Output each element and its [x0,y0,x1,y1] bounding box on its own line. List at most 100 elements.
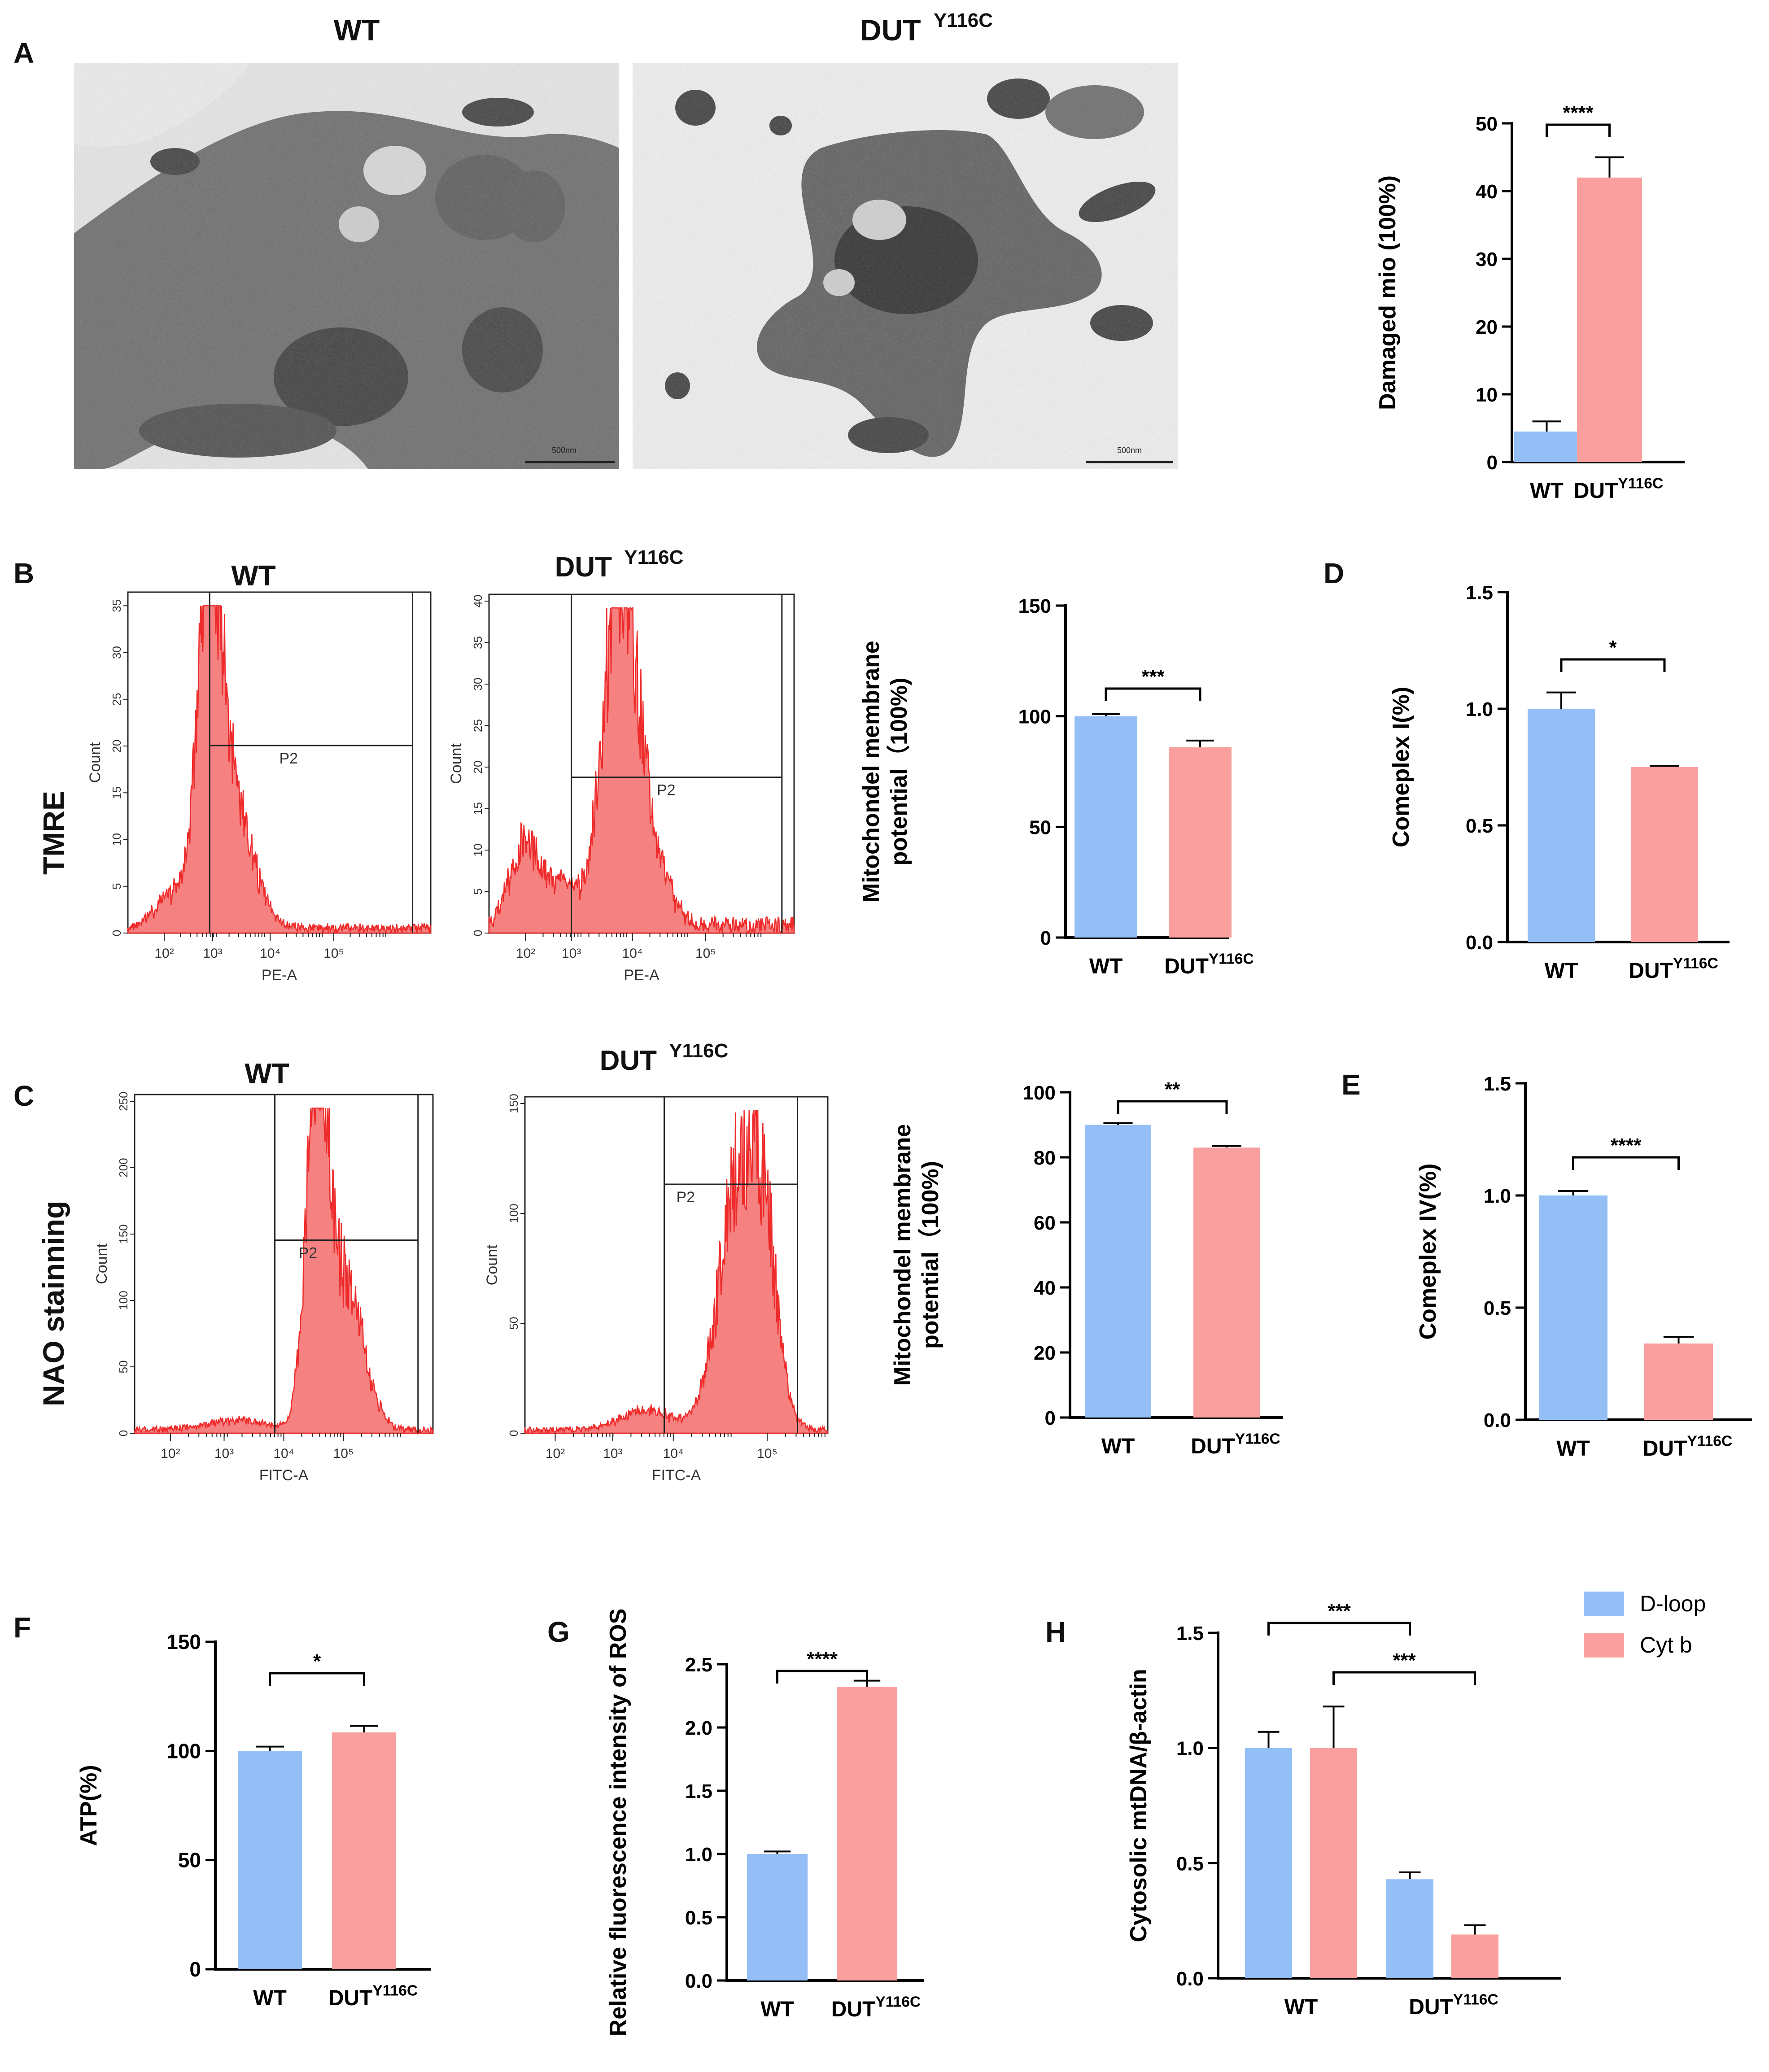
y-tick-label: 5 [471,888,485,894]
y-axis-label: Damaged mio (100%) [1375,175,1401,410]
category-label-mut-base: DUT [1629,959,1673,983]
category-label-wt: WT [760,1998,794,2021]
x-tick-label: 10² [161,1446,180,1461]
y-tick-label: 15 [471,802,485,815]
significance-stars: * [313,1650,321,1672]
legend-label-cytb: Cyt b [1640,1632,1692,1658]
y-tick-label: 40 [471,595,485,608]
y-tick-label: 0 [1045,1407,1056,1429]
y-axis-label: ATP(%) [76,1765,102,1846]
y-tick-label: 0 [1487,452,1498,474]
y-tick-label: 30 [1476,249,1498,270]
histogram-area [488,607,795,934]
y-tick-label: 20 [1034,1342,1056,1364]
y-tick-label: 50 [507,1317,520,1330]
significance-stars: **** [1563,102,1594,124]
bar-wt [1539,1195,1607,1420]
panel-label-h: H [1045,1616,1066,1648]
y-tick-label: 2.0 [685,1717,712,1739]
category-label-wt: WT [1530,479,1564,503]
panel-label-e: E [1341,1069,1361,1101]
category-label-mut-sup: Y116C [1673,955,1718,972]
panel-label-c: C [13,1080,34,1112]
bar-wt [1085,1125,1151,1418]
x-tick-label: 10³ [203,946,222,961]
significance-stars: ** [1165,1078,1180,1100]
legend-swatch-dloop [1584,1592,1624,1616]
flow-title-tmre-mut: DUT Y116C [555,546,684,583]
significance-bracket [1105,687,1201,701]
significance-stars: *** [1328,1600,1351,1622]
category-label-mut: DUTY116C [328,1982,418,2010]
y-tick-label: 10 [471,844,485,857]
y-tick-label: 10 [110,833,123,846]
flow-histogram-tmre-mut: DUT Y116C P2 0 5 10 15 20 25 30 35 40 10² 10³ 10⁴ 10⁵… [448,546,795,984]
y-tick-label: 1.5 [685,1780,712,1802]
y-axis-label: Count [448,743,465,784]
y-axis-label: potential（100%) [917,1161,943,1349]
y-tick-label: 50 [1029,816,1051,838]
y-tick-label: 5 [110,883,123,890]
x-tick-label: 10³ [214,1446,234,1461]
y-tick-label: 100 [166,1739,201,1762]
y-tick-label: 100 [507,1204,520,1223]
y-axis-label: Relative fluorescence intensity of ROS [605,1609,631,2037]
category-label-mut-sup: Y116C [372,1982,418,1999]
significance-bracket [1117,1100,1228,1114]
x-tick-label: 10² [516,946,535,961]
significance-bracket [269,1672,365,1686]
category-label-wt: WT [253,1986,287,2010]
category-label-mut-base: DUT [831,1998,876,2021]
x-tick-label: 10² [546,1446,565,1461]
category-label-mut-base: DUT [1191,1435,1235,1458]
y-tick-label: 0.0 [1484,1409,1511,1431]
category-label-mut: DUTY116C [1574,475,1663,503]
panel-label-g: G [547,1616,570,1648]
bar-mut [1577,177,1642,462]
y-tick-label: 150 [166,1630,201,1653]
bar-wt [238,1751,302,1969]
y-tick-label: 40 [1476,181,1498,203]
x-tick-label: 10² [154,946,174,961]
panel-label-d: D [1323,557,1344,589]
x-axis-label: PE-A [624,967,660,984]
plot-frame [134,1094,434,1434]
y-tick-label: 25 [471,719,485,732]
bar-chart-cytosolic-mtdna: 0.0 0.5 1.0 1.5 WT DUTY116C *** *** Cytosolic mt… [1126,1591,1706,2019]
y-tick-label: 0 [189,1958,201,1981]
y-tick-label: 40 [1034,1277,1056,1299]
x-tick-label: 10⁵ [757,1446,777,1461]
category-label-mut: DUTY116C [1164,951,1254,978]
y-tick-label: 25 [110,693,123,706]
significance-bracket [1560,658,1666,672]
bar-cytb-mut [1451,1934,1498,1978]
y-axis-label: Mitochondel membrane [858,641,884,903]
x-axis-label: FITC-A [259,1467,309,1484]
category-label-mut: DUTY116C [1191,1431,1280,1458]
panel-label-b: B [13,557,34,589]
y-axis-label: Comeplex I(%) [1388,687,1414,847]
bar-cytb-wt [1310,1748,1357,1978]
y-tick-label: 0 [117,1430,130,1436]
row-label-tmre: TMRE [37,791,70,875]
legend-label-dloop: D-loop [1640,1591,1706,1616]
category-label-wt: WT [1284,1995,1318,2019]
y-tick-label: 20 [471,761,485,774]
x-tick-label: 10⁵ [323,946,344,961]
significance-stars: * [1609,637,1617,659]
y-tick-label: 150 [507,1094,520,1113]
y-tick-label: 0 [110,930,123,936]
y-tick-label: 0 [471,930,485,936]
x-tick-label: 10⁴ [273,1446,294,1461]
y-axis-label: Count [93,1243,110,1284]
flow-histogram-tmre-wt: WT P2 0 5 10 15 20 25 30 35 10² 10³ 10⁴ 10⁵ Count PE-A [87,559,432,984]
y-tick-label: 150 [117,1224,130,1243]
y-tick-label: 100 [1018,706,1051,728]
y-tick-label: 0.0 [1466,932,1493,954]
y-tick-label: 20 [1476,316,1498,338]
y-tick-label: 0.5 [1176,1853,1204,1875]
gate-label: P2 [299,1245,318,1262]
panel-label-a: A [13,37,34,69]
gate-label: P2 [657,782,676,799]
y-tick-label: 0.5 [685,1907,712,1929]
